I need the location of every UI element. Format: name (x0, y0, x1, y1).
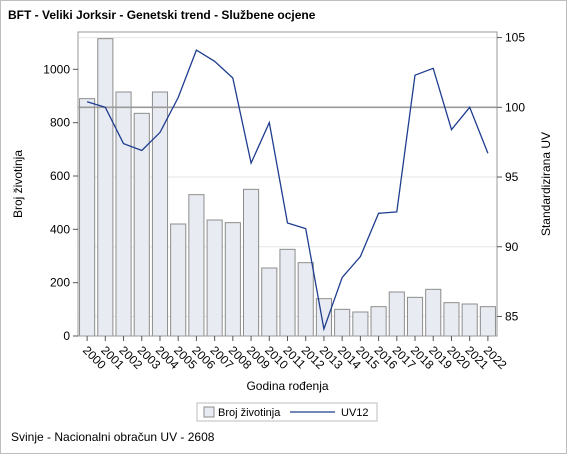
bar (425, 288, 442, 337)
y-tick-label: 1000 (43, 62, 70, 76)
bar (388, 291, 405, 337)
bar (243, 188, 260, 337)
bar (297, 262, 314, 337)
bar (115, 91, 132, 337)
bar (188, 194, 205, 337)
bar (279, 248, 296, 337)
series-line-uv12 (86, 49, 489, 332)
x-axis-title: Godina rođenja (246, 379, 328, 393)
y2-tick-label: 105 (505, 31, 525, 45)
footnote: Svinje - Nacionalni obračun UV - 2608 (11, 430, 215, 444)
chart-title: BFT - Veliki Jorksir - Genetski trend - … (8, 8, 316, 22)
bar (334, 308, 351, 337)
bar (224, 222, 241, 337)
y-tick-label: 0 (63, 329, 70, 343)
y2-axis-title: Standardizirana UV (539, 132, 553, 236)
bar (461, 303, 478, 337)
bar (370, 306, 387, 337)
y-tick-label: 200 (50, 276, 70, 290)
y2-tick-label: 90 (505, 240, 519, 254)
legend-label-bars: Broj životinja (218, 407, 281, 419)
bar (133, 112, 150, 337)
y2-tick-label: 85 (505, 309, 519, 323)
bar (97, 38, 114, 337)
bar (79, 98, 96, 337)
y2-tick-label: 100 (505, 100, 525, 114)
bar (443, 302, 460, 337)
y-tick-label: 400 (50, 222, 70, 236)
y-axis-title: Broj životinja (11, 150, 25, 218)
legend-label-line: UV12 (341, 407, 369, 419)
bar (261, 267, 278, 337)
legend-box (196, 402, 378, 422)
bar (406, 296, 424, 337)
bar (352, 311, 369, 337)
bar (479, 306, 496, 337)
bar (170, 223, 187, 337)
legend-bar-swatch (203, 406, 215, 418)
bar (151, 91, 169, 337)
y-tick-label: 600 (50, 169, 70, 183)
bar (206, 219, 223, 337)
y-tick-label: 800 (50, 116, 70, 130)
y2-tick-label: 95 (505, 170, 519, 184)
